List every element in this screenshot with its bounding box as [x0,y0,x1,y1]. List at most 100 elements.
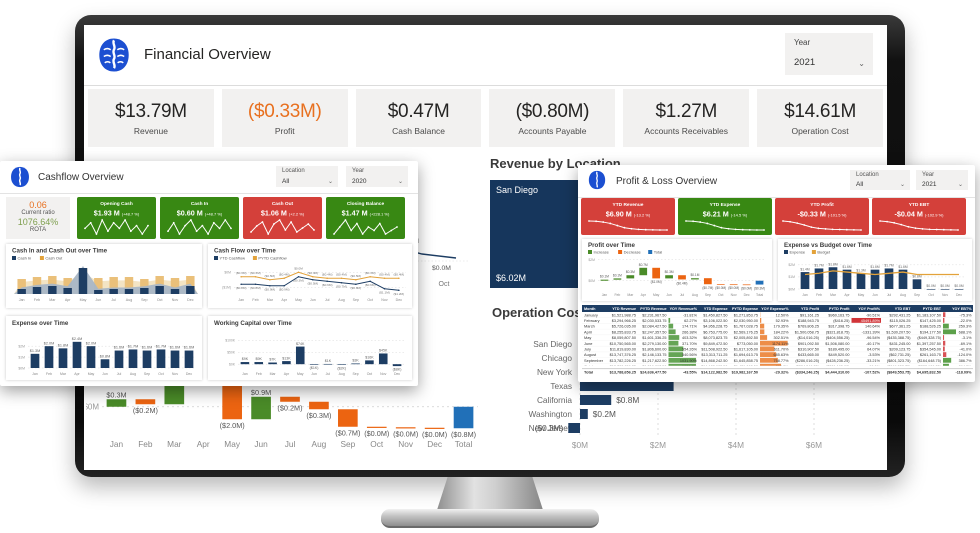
kpi-card-operation-cost[interactable]: $14.61M Operation Cost [757,89,883,147]
svg-text:$0.3M: $0.3M [665,270,674,274]
kpi-card-accounts-payable[interactable]: ($0.80M) Accounts Payable [489,89,616,147]
svg-text:$0M: $0M [224,271,231,275]
svg-text:($435,388.75): ($435,388.75) [887,336,911,340]
chevron-down-icon: ⌄ [327,179,333,185]
svg-text:Jan: Jan [238,298,244,302]
svg-text:Oct: Oct [157,298,163,302]
svg-text:302.51%: 302.51% [774,336,790,340]
year-filter[interactable]: Year 2021 ⌄ [785,33,873,75]
svg-text:Decrease: Decrease [624,250,642,255]
operation-cost-title: Operation Cost [492,305,586,320]
svg-text:611.70%: 611.70% [774,348,789,352]
kpi-card-ytd-ebt[interactable]: YTD EBT -$0.04 M (-102.9 %) [872,198,966,235]
svg-text:($14,016.25): ($14,016.25) [797,336,819,340]
svg-text:$2,279,130.00: $2,279,130.00 [642,342,666,346]
svg-text:($0.8M): ($0.8M) [350,286,361,290]
svg-text:Jan: Jan [32,372,38,376]
kpi-card-accounts-receivables[interactable]: $1.27M Accounts Receivables [623,89,750,147]
svg-text:Oct: Oct [158,372,163,376]
svg-text:$14,868,242.50: $14,868,242.50 [701,359,727,363]
svg-text:($0.4M): ($0.4M) [393,273,404,277]
svg-text:$0.1M: $0.1M [690,273,699,277]
svg-text:YOY Revenue%: YOY Revenue% [670,307,698,311]
svg-text:Working Capital over Time: Working Capital over Time [214,320,292,327]
svg-text:YTD Profit: YTD Profit [810,202,834,208]
svg-text:($62,731.25): ($62,731.25) [889,353,911,357]
location-filter[interactable]: Location All ⌄ [276,166,338,187]
location-filter[interactable]: Location All ⌄ [850,170,910,190]
kpi-card-profit[interactable]: ($0.33M) Profit [221,89,348,147]
svg-text:$0.2M: $0.2M [593,409,616,419]
svg-text:($849,553.75): ($849,553.75) [887,371,911,375]
svg-text:-90.51%: -90.51% [866,313,881,317]
svg-text:$960,163.75: $960,163.75 [828,313,849,317]
svg-text:$0.0M: $0.0M [294,267,303,271]
svg-text:-40.17%: -40.17% [866,342,881,346]
svg-text:YTD Expense: YTD Expense [704,307,728,311]
svg-text:Total: Total [654,250,663,255]
svg-text:$45K: $45K [379,349,388,353]
svg-text:($1.1M): ($1.1M) [379,291,390,295]
svg-text:($0.7M): ($0.7M) [335,429,360,438]
svg-text:45491.89%: 45491.89% [861,319,881,323]
svg-text:($0.3M): ($0.3M) [754,286,765,290]
svg-text:January: January [584,312,598,317]
svg-text:$1,694,613.75: $1,694,613.75 [734,353,758,357]
chevron-down-icon: ⌄ [957,182,963,188]
svg-text:$1.47 M(+228.1 %): $1.47 M (+228.1 %) [342,209,390,218]
svg-text:-$0.04 M(-102.9 %): -$0.04 M (-102.9 %) [894,210,944,219]
svg-text:May: May [224,439,241,449]
kpi-card-revenue[interactable]: $13.79M Revenue [88,89,214,147]
svg-text:Feb: Feb [34,298,40,302]
svg-text:$209,123.75: $209,123.75 [889,348,910,352]
svg-text:Expense: Expense [790,250,806,255]
svg-text:Jul: Jul [680,293,685,297]
svg-text:Aug: Aug [130,372,136,376]
svg-text:$1.7M: $1.7M [128,345,139,349]
svg-text:$115,026.25: $115,026.25 [890,319,911,323]
svg-text:$13,313,711.25: $13,313,711.25 [701,353,727,357]
kpi-card-ytd-revenue[interactable]: YTD Revenue $6.90 M (-13.2 %) [581,198,675,235]
svg-text:540.56%: 540.56% [682,353,698,357]
svg-text:$1,530,207.50: $1,530,207.50 [886,330,910,334]
year-filter[interactable]: Year 2021 ⌄ [916,170,968,190]
kpi-card-ytd-expense[interactable]: YTD Expense $6.21 M (-14.5 %) [678,198,772,235]
svg-text:$1.7M: $1.7M [884,264,893,268]
svg-text:$1.6M: $1.6M [184,346,195,350]
svg-text:February: February [584,318,600,323]
svg-text:($0.2M): ($0.2M) [277,404,302,413]
filter-value: All [282,178,290,185]
svg-text:$2M: $2M [588,258,595,262]
kpi-card-cash-balance[interactable]: $0.47M Cash Balance [355,89,482,147]
kpi-card-ytd-profit[interactable]: YTD Profit -$0.33 M (-101.5 %) [775,198,869,235]
svg-text:$317,398.75: $317,398.75 [828,325,849,329]
svg-text:$0.7M: $0.7M [639,263,648,267]
svg-text:$1.6M: $1.6M [898,265,907,269]
svg-text:Apr: Apr [65,298,71,302]
svg-text:$0.8M: $0.8M [912,275,921,279]
svg-text:Sep: Sep [340,439,355,449]
brand-logo [9,166,31,188]
svg-text:$2M: $2M [788,263,795,267]
svg-text:Jun: Jun [666,293,672,297]
svg-text:-33.21%: -33.21% [866,359,881,363]
kpi-card-opening-cash[interactable]: Opening Cash $1.93 M (+48.7 %) [77,197,156,239]
kpi-card-cash-out[interactable]: Cash Out $1.06 M (+2.2 %) [243,197,322,239]
svg-text:Apr: Apr [844,293,850,297]
svg-text:Jun: Jun [254,439,268,449]
svg-text:$1.93 M(+48.7 %): $1.93 M (+48.7 %) [94,209,140,218]
monitor-stand [437,477,543,510]
svg-text:371.70%: 371.70% [682,342,698,346]
svg-text:$2M: $2M [18,344,25,348]
svg-text:Expense vs Budget over Time: Expense vs Budget over Time [784,242,872,249]
overlay-header: Profit & Loss Overview Location All ⌄ Ye… [578,165,975,198]
svg-text:12.50%: 12.50% [776,313,790,317]
year-filter[interactable]: Year 2020 ⌄ [346,166,408,187]
svg-text:$2,005,892.50: $2,005,892.50 [734,336,758,340]
kpi-card-cash-in[interactable]: Cash In $0.60 M (+48.7 %) [160,197,239,239]
svg-text:Sep: Sep [144,372,150,376]
svg-text:July: July [584,347,591,352]
kpi-card-closing-balance[interactable]: Closing Balance $1.47 M (+228.1 %) [326,197,405,239]
svg-text:$4,444,310.00: $4,444,310.00 [825,371,849,375]
svg-text:Cash Out: Cash Out [272,201,294,207]
